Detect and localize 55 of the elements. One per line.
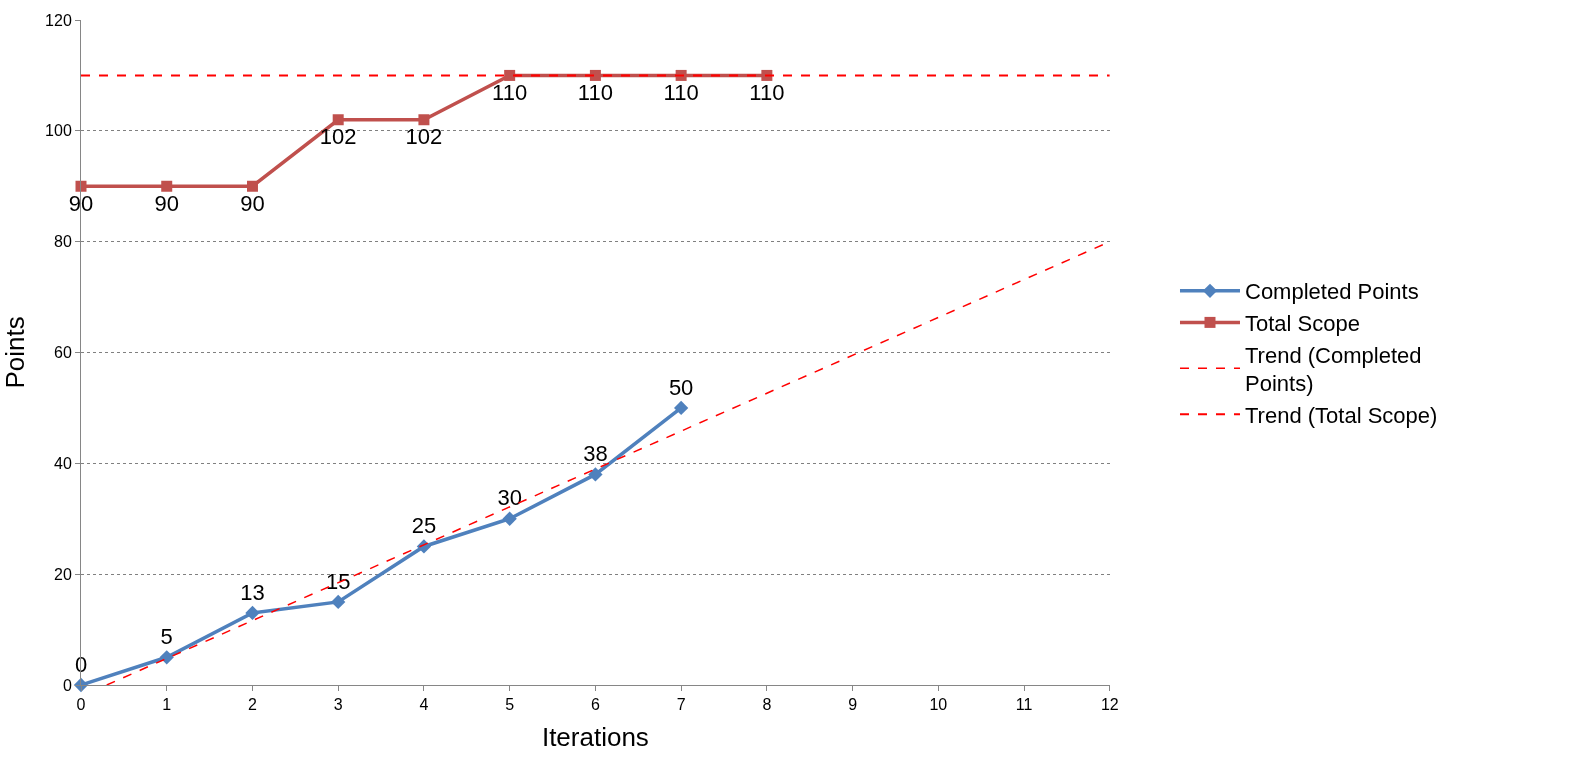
data-label: 102 <box>405 124 443 150</box>
x-tick-label: 8 <box>762 696 772 714</box>
x-tick-label: 9 <box>848 696 858 714</box>
data-label: 50 <box>668 374 694 400</box>
legend-label: Total Scope <box>1244 310 1360 336</box>
point <box>75 180 87 192</box>
x-axis-title: Iterations <box>541 721 649 752</box>
data-label: 15 <box>325 568 351 594</box>
data-label: 5 <box>160 623 173 649</box>
data-label: 102 <box>319 124 357 150</box>
point <box>418 114 430 126</box>
y-tick-label: 20 <box>54 565 72 583</box>
x-tick-label: 11 <box>1015 696 1033 714</box>
x-tick-label: 4 <box>419 696 429 714</box>
point <box>504 69 516 81</box>
x-tick-label: 7 <box>676 696 686 714</box>
y-tick-label: 40 <box>54 454 72 472</box>
legend-label: Completed Points <box>1244 279 1419 305</box>
point <box>161 180 173 192</box>
point <box>502 511 517 526</box>
point <box>246 180 258 192</box>
x-tick-label: 2 <box>248 696 258 714</box>
y-axis-title: Points <box>0 316 30 389</box>
data-label: 30 <box>497 485 522 511</box>
point <box>589 69 601 81</box>
data-label: 110 <box>663 79 699 105</box>
legend-label: Trend (Total Scope) <box>1244 402 1438 428</box>
point <box>331 594 346 610</box>
x-tick-label: 1 <box>162 696 172 714</box>
data-label: 110 <box>749 79 785 105</box>
y-tick-label: 60 <box>54 344 72 362</box>
x-tick-label: 3 <box>333 696 343 714</box>
data-label: 90 <box>240 190 265 216</box>
x-tick-label: 5 <box>505 696 515 714</box>
point <box>245 605 260 621</box>
x-tick-label: 12 <box>1100 696 1119 714</box>
point <box>159 650 174 665</box>
data-label: 25 <box>411 513 437 539</box>
data-label: 110 <box>577 79 613 105</box>
data-label: 110 <box>492 79 528 105</box>
point <box>588 467 603 482</box>
legend-label: Trend (Completed Points) <box>1244 342 1422 397</box>
x-tick-label: 10 <box>929 696 948 714</box>
point <box>673 400 689 416</box>
y-tick-label: 0 <box>62 676 72 694</box>
point <box>332 114 344 126</box>
y-tick-label: 80 <box>54 233 72 251</box>
data-label: 13 <box>240 579 265 605</box>
data-label: 90 <box>154 190 179 216</box>
data-label: 90 <box>68 190 94 216</box>
y-tick-label: 100 <box>45 122 72 140</box>
x-tick-label: 6 <box>590 696 600 714</box>
y-tick-label: 120 <box>45 11 72 29</box>
x-tick-label: 0 <box>76 696 86 714</box>
data-label: 38 <box>583 441 608 467</box>
